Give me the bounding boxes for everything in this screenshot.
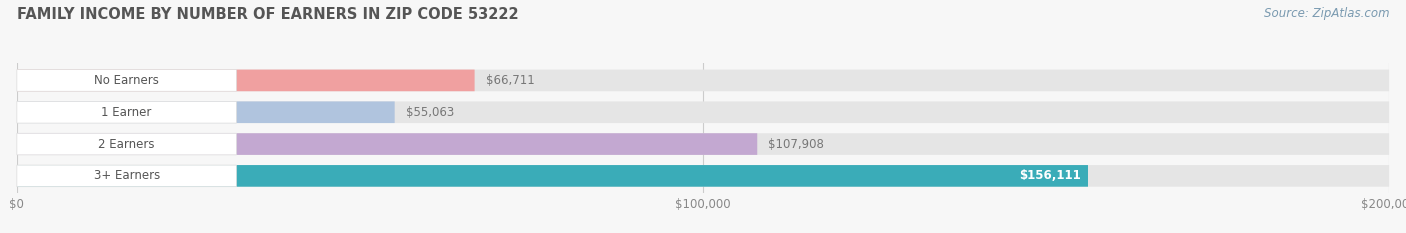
FancyBboxPatch shape bbox=[17, 165, 1389, 187]
Text: 3+ Earners: 3+ Earners bbox=[94, 169, 160, 182]
FancyBboxPatch shape bbox=[17, 165, 236, 187]
Text: Source: ZipAtlas.com: Source: ZipAtlas.com bbox=[1264, 7, 1389, 20]
FancyBboxPatch shape bbox=[17, 70, 236, 91]
FancyBboxPatch shape bbox=[17, 101, 1389, 123]
FancyBboxPatch shape bbox=[17, 133, 758, 155]
Text: $107,908: $107,908 bbox=[768, 137, 824, 151]
FancyBboxPatch shape bbox=[17, 133, 236, 155]
Text: 1 Earner: 1 Earner bbox=[101, 106, 152, 119]
FancyBboxPatch shape bbox=[17, 165, 1088, 187]
Text: $55,063: $55,063 bbox=[406, 106, 454, 119]
Text: $66,711: $66,711 bbox=[485, 74, 534, 87]
Text: 2 Earners: 2 Earners bbox=[98, 137, 155, 151]
Text: FAMILY INCOME BY NUMBER OF EARNERS IN ZIP CODE 53222: FAMILY INCOME BY NUMBER OF EARNERS IN ZI… bbox=[17, 7, 519, 22]
FancyBboxPatch shape bbox=[17, 70, 475, 91]
Text: No Earners: No Earners bbox=[94, 74, 159, 87]
FancyBboxPatch shape bbox=[17, 133, 1389, 155]
FancyBboxPatch shape bbox=[17, 70, 1389, 91]
Text: $156,111: $156,111 bbox=[1019, 169, 1081, 182]
FancyBboxPatch shape bbox=[17, 101, 395, 123]
FancyBboxPatch shape bbox=[17, 101, 236, 123]
